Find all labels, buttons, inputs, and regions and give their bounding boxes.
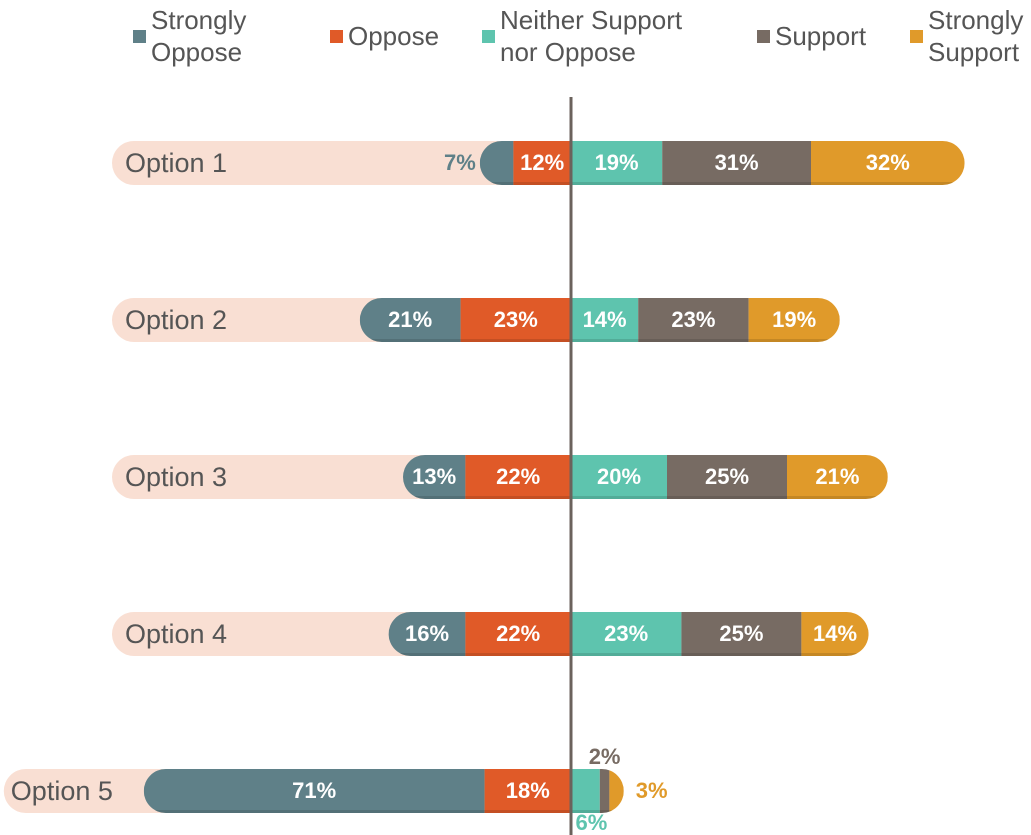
value-label: 25% [719,621,763,646]
value-label: 2% [589,744,621,769]
bar-segment [513,141,571,185]
legend-swatch [757,29,770,43]
value-label: 22% [496,621,540,646]
legend-item: Strongly Support [910,2,1031,70]
value-label: 13% [412,464,456,489]
value-label: 23% [604,621,648,646]
bar-segment [388,612,466,656]
value-label: 19% [772,307,816,332]
category-label: Option 1 [125,148,227,178]
row-background [112,141,571,185]
bar-row [388,612,869,656]
legend-item: Neither Support nor Oppose [482,2,720,70]
legend-item: Support [757,2,895,70]
bar-segment [403,455,466,499]
bar-segment [748,298,840,342]
value-label: 21% [815,464,859,489]
bar-row [359,298,840,342]
bar-segment [359,298,461,342]
value-label: 25% [705,464,749,489]
legend-label: Support [775,21,867,51]
bar-shadow [359,339,840,342]
value-label: 14% [813,621,857,646]
legend-swatch [910,29,923,43]
value-label: 7% [444,150,476,175]
value-label: 16% [405,621,449,646]
value-label: 31% [715,150,759,175]
bar-segment [811,141,965,185]
value-label: 3% [636,778,668,803]
bar-segment [609,769,624,813]
value-label: 23% [494,307,538,332]
bar-row [143,769,624,813]
legend: Strongly Oppose Oppose Neither Support nor… [0,2,1031,72]
bar-shadow [388,653,869,656]
value-label: 19% [595,150,639,175]
bar-segment [465,612,571,656]
value-label: 23% [671,307,715,332]
bar-segment [801,612,869,656]
legend-swatch [133,29,146,43]
legend-swatch [330,29,343,43]
bar-segment [787,455,888,499]
bar-segment [143,769,485,813]
legend-label: Oppose [348,21,440,51]
bar-shadow [479,182,965,185]
bar-segment [599,769,610,813]
bar-segment [571,612,682,656]
legend-label: Strongly Oppose [151,5,247,67]
category-label: Option 3 [125,462,227,492]
bar-segment [571,298,639,342]
bar-segment [667,455,787,499]
value-label: 20% [597,464,641,489]
bar-segment [571,769,600,813]
bar-row [479,141,965,185]
legend-label: Strongly Support [928,5,1024,67]
bar-segment [484,769,571,813]
bar-segment [571,141,663,185]
value-label: 22% [496,464,540,489]
bar-segment [638,298,749,342]
value-label: 18% [506,778,550,803]
bar-segment [460,298,571,342]
bar-segment [662,141,811,185]
legend-swatch [482,29,495,43]
bar-shadow [403,496,888,499]
value-label: 71% [292,778,336,803]
legend-item: Oppose [330,2,458,70]
bar-segment [681,612,802,656]
value-label: 32% [866,150,910,175]
value-label: 6% [576,810,608,835]
legend-item: Strongly Oppose [133,2,261,70]
bar-segment [571,455,667,499]
category-label: Option 2 [125,305,227,335]
value-label: 14% [583,307,627,332]
bar-segment [465,455,571,499]
value-label: 12% [520,150,564,175]
bar-shadow [143,810,624,813]
category-label: Option 4 [125,619,227,649]
value-label: 21% [388,307,432,332]
category-label: Option 5 [11,776,113,806]
bar-row [403,455,888,499]
legend-label: Neither Support nor Oppose [500,5,683,67]
